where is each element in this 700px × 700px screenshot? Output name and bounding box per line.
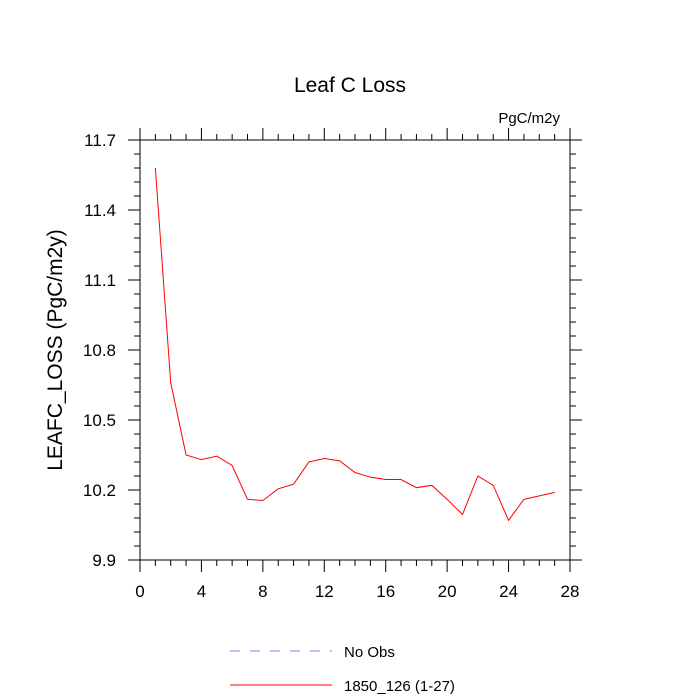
x-tick-label: 12	[315, 582, 334, 601]
x-tick-label: 28	[561, 582, 580, 601]
x-tick-label: 24	[499, 582, 518, 601]
x-tick-label: 4	[197, 582, 206, 601]
plot-frame	[139, 139, 571, 561]
legend-label: No Obs	[344, 644, 395, 661]
series-line	[154, 167, 555, 522]
x-tick-label: 20	[438, 582, 457, 601]
y-tick-label: 11.4	[84, 201, 116, 220]
y-tick-label: 11.7	[84, 131, 116, 150]
x-tick-label: 0	[135, 582, 144, 601]
y-tick-label: 10.5	[83, 411, 116, 430]
legend-label: 1850_126 (1-27)	[344, 678, 455, 695]
axis-ticks	[128, 128, 582, 572]
y-tick-label: 11.1	[84, 271, 116, 290]
x-tick-label: 16	[376, 582, 395, 601]
chart-title: Leaf C Loss	[294, 74, 406, 97]
y-tick-label: 9.9	[92, 551, 116, 570]
y-axis-label: LEAFC_LOSS (PgC/m2y)	[44, 229, 67, 471]
y-tick-labels: 9.9 10.2 10.5 10.8 11.1 11.4 11.7	[83, 131, 116, 570]
y-tick-label: 10.8	[83, 341, 116, 360]
x-tick-label: 8	[258, 582, 267, 601]
legend: No Obs 1850_126 (1-27)	[230, 644, 455, 695]
plot-series	[154, 167, 555, 522]
y-tick-label: 10.2	[83, 481, 116, 500]
x-tick-labels: 0 4 8 12 16 20 24 28	[135, 582, 579, 601]
units-label: PgC/m2y	[498, 110, 560, 127]
